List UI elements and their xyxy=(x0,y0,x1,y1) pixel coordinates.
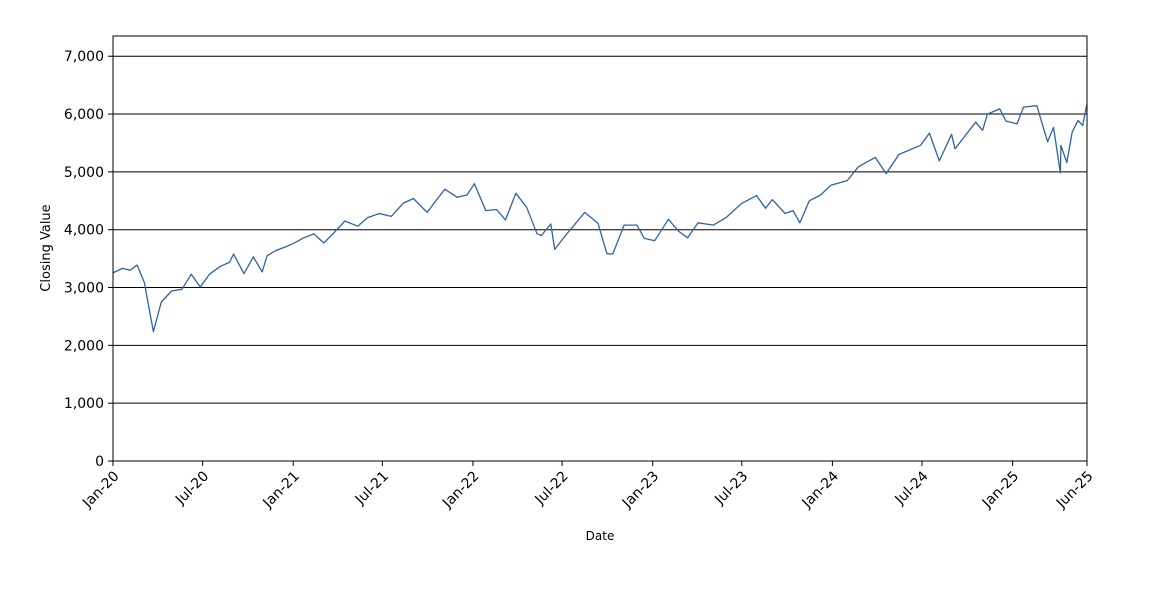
y-tick-label: 3,000 xyxy=(64,281,104,297)
y-axis: 0 1,000 2,000 3,000 4,000 5,000 6,000 7,000 xyxy=(64,49,113,470)
x-tick-label: Jan-23 xyxy=(619,468,662,511)
y-tick-label: 6,000 xyxy=(64,107,104,123)
gridlines xyxy=(113,55,1087,404)
x-tick-label: Jan-20 xyxy=(79,468,122,511)
y-tick-label: 1,000 xyxy=(64,396,104,412)
x-tick-label: Jul-20 xyxy=(172,468,212,508)
plot-frame xyxy=(112,35,1088,462)
x-tick-label: Jan-21 xyxy=(259,468,302,511)
x-tick-label: Jul-23 xyxy=(711,468,751,508)
y-tick-label: 5,000 xyxy=(64,165,104,181)
x-tick-label: Jul-22 xyxy=(532,468,572,508)
x-axis-title: Date xyxy=(586,529,615,543)
x-axis: Jan-20 Jul-20 Jan-21 Jul-21 Jan-22 Jul-22 Jan-… xyxy=(79,461,1097,512)
closing-value-line xyxy=(113,103,1088,333)
x-tick-label: Jun-25 xyxy=(1053,468,1097,512)
y-tick-label: 2,000 xyxy=(64,338,104,354)
x-tick-label: Jan-22 xyxy=(439,468,482,511)
y-tick-label: 0 xyxy=(95,454,104,470)
x-tick-label: Jan-25 xyxy=(979,468,1022,511)
x-tick-label: Jul-21 xyxy=(352,468,392,508)
x-tick-label: Jan-24 xyxy=(799,468,843,512)
y-tick-label: 7,000 xyxy=(64,49,104,65)
y-tick-label: 4,000 xyxy=(64,223,104,239)
x-tick-label: Jul-24 xyxy=(892,468,932,508)
y-axis-title: Closing Value xyxy=(39,204,54,291)
